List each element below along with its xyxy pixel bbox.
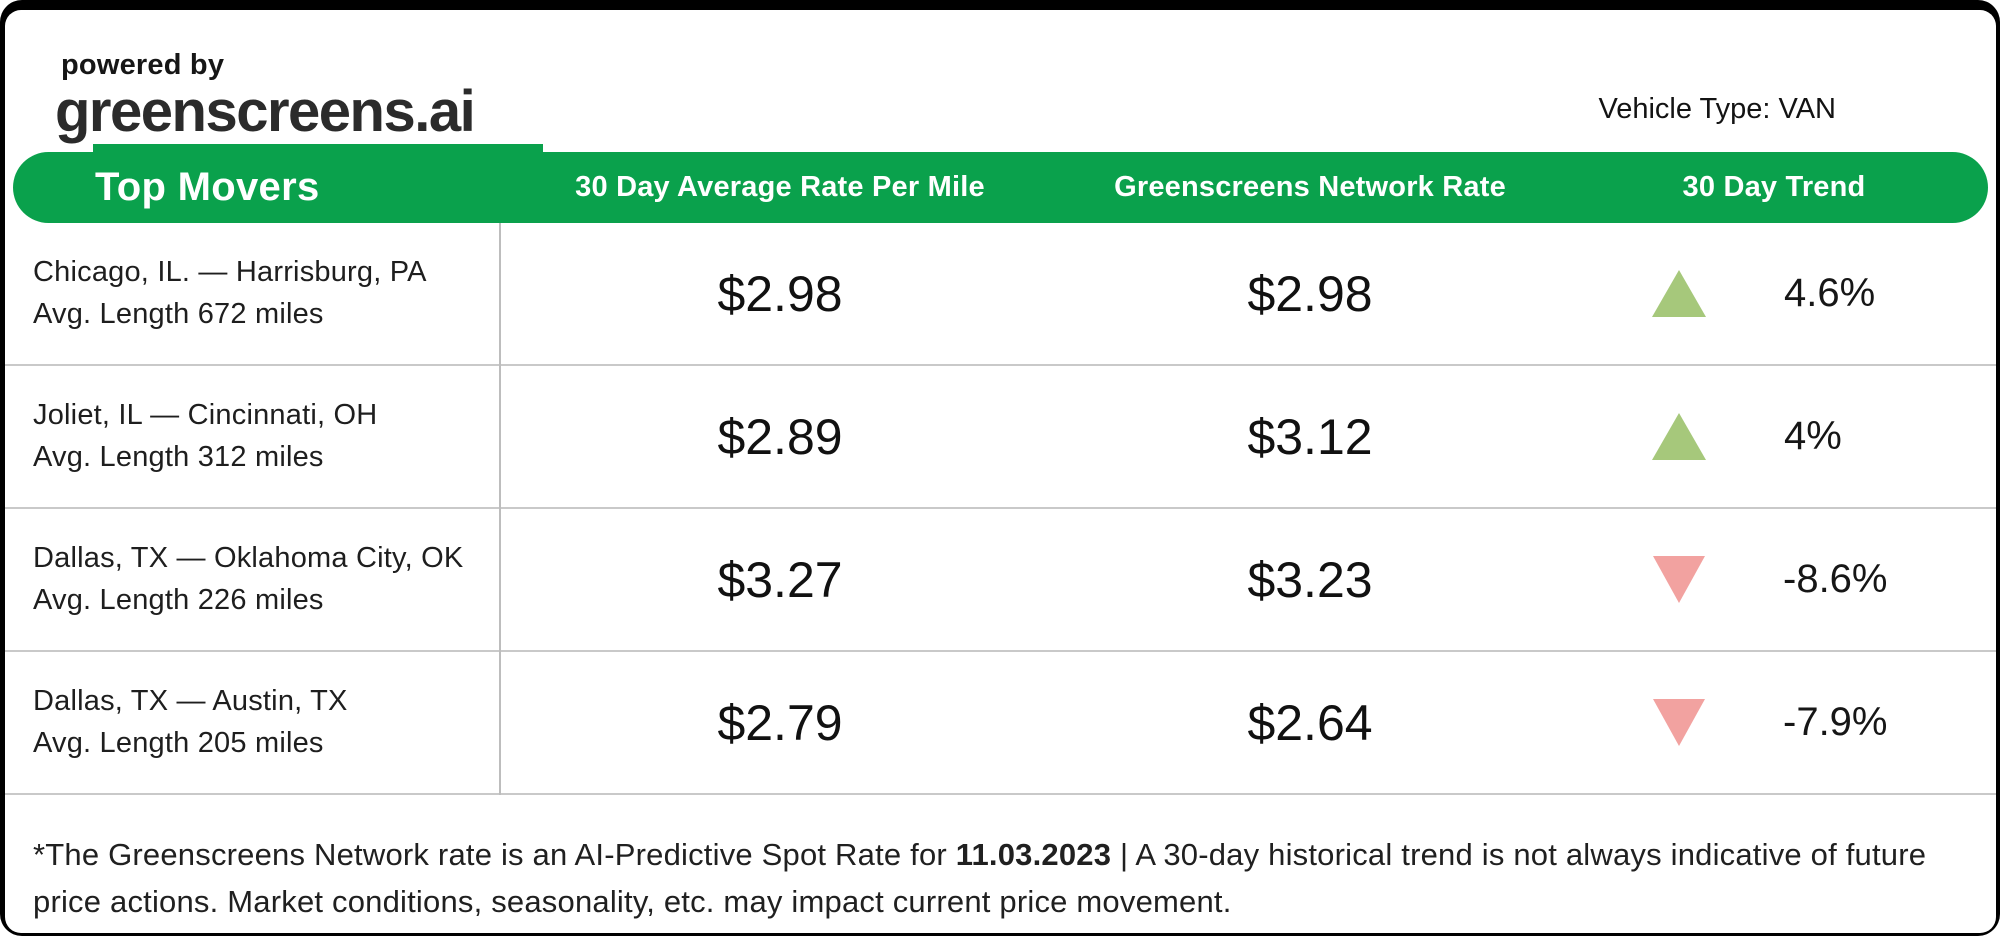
table-body: Chicago, IL. — Harrisburg, PA Avg. Lengt… xyxy=(5,223,1996,795)
column-header-network-rate: Greenscreens Network Rate xyxy=(1114,171,1506,203)
trend-percent: 4.6% xyxy=(1784,271,1876,315)
trend-up-icon xyxy=(1652,413,1706,460)
top-bar: powered by greenscreens.ai Vehicle Type:… xyxy=(5,10,1996,152)
network-rate-value: $2.98 xyxy=(1247,265,1373,322)
table-row: Joliet, IL — Cincinnati, OH Avg. Length … xyxy=(5,366,1996,509)
trend-cell: 4.6% xyxy=(1560,270,1996,317)
trend-down-icon xyxy=(1653,699,1705,746)
disclaimer-post: | A 30-day historical trend is not alway… xyxy=(33,837,1927,920)
logo-wordmark: greenscreens.ai xyxy=(55,78,476,144)
trend-percent: -8.6% xyxy=(1783,557,1888,601)
trend-down-icon xyxy=(1653,556,1705,603)
logo-underline xyxy=(93,144,543,152)
lane-cell: Chicago, IL. — Harrisburg, PA Avg. Lengt… xyxy=(5,256,500,331)
disclaimer-text: *The Greenscreens Network rate is an AI-… xyxy=(5,795,1990,925)
powered-by-label: powered by xyxy=(61,48,225,81)
column-header-avg-rate: 30 Day Average Rate Per Mile xyxy=(575,171,985,203)
avg-rate-value: $2.79 xyxy=(717,694,843,751)
table-title: Top Movers xyxy=(95,165,320,209)
avg-rate-value: $3.27 xyxy=(717,551,843,608)
lane-name: Chicago, IL. — Harrisburg, PA xyxy=(33,256,427,288)
trend-up-icon xyxy=(1652,270,1706,317)
lane-avg-length: Avg. Length 226 miles xyxy=(33,584,324,616)
greenscreens-logo: powered by greenscreens.ai xyxy=(5,37,543,152)
lane-name: Dallas, TX — Oklahoma City, OK xyxy=(33,542,464,574)
trend-percent: 4% xyxy=(1784,414,1842,458)
table-header-bar: Top Movers 30 Day Average Rate Per Mile … xyxy=(13,152,1988,223)
disclaimer-date: 11.03.2023 xyxy=(955,837,1112,872)
avg-rate-value: $2.98 xyxy=(717,265,843,322)
lane-avg-length: Avg. Length 672 miles xyxy=(33,298,324,330)
table-row: Chicago, IL. — Harrisburg, PA Avg. Lengt… xyxy=(5,223,1996,366)
lane-cell: Dallas, TX — Oklahoma City, OK Avg. Leng… xyxy=(5,542,500,617)
trend-cell: -8.6% xyxy=(1560,556,1996,603)
trend-cell: 4% xyxy=(1560,413,1996,460)
network-rate-value: $3.12 xyxy=(1247,408,1373,465)
table-row: Dallas, TX — Austin, TX Avg. Length 205 … xyxy=(5,652,1996,795)
network-rate-value: $3.23 xyxy=(1247,551,1373,608)
avg-rate-value: $2.89 xyxy=(717,408,843,465)
lane-cell: Joliet, IL — Cincinnati, OH Avg. Length … xyxy=(5,399,500,474)
trend-cell: -7.9% xyxy=(1560,699,1996,746)
network-rate-value: $2.64 xyxy=(1247,694,1373,751)
disclaimer-pre: *The Greenscreens Network rate is an AI-… xyxy=(33,837,956,872)
lane-avg-length: Avg. Length 205 miles xyxy=(33,727,324,759)
lane-name: Joliet, IL — Cincinnati, OH xyxy=(33,399,378,431)
vehicle-type-label: Vehicle Type: VAN xyxy=(1598,93,1836,125)
trend-percent: -7.9% xyxy=(1783,700,1888,744)
lane-cell: Dallas, TX — Austin, TX Avg. Length 205 … xyxy=(5,685,500,760)
rate-widget-card: powered by greenscreens.ai Vehicle Type:… xyxy=(5,10,1996,933)
lane-name: Dallas, TX — Austin, TX xyxy=(33,685,348,717)
lane-avg-length: Avg. Length 312 miles xyxy=(33,441,324,473)
column-header-trend: 30 Day Trend xyxy=(1682,171,1866,203)
table-row: Dallas, TX — Oklahoma City, OK Avg. Leng… xyxy=(5,509,1996,652)
